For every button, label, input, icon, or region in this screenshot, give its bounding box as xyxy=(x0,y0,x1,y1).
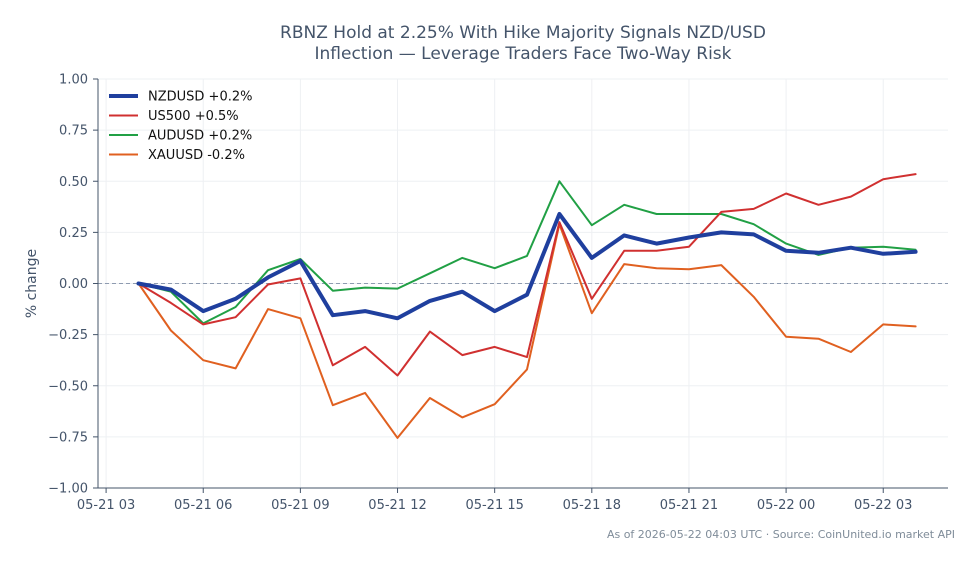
legend-label: US500 +0.5% xyxy=(148,109,239,124)
x-tick-label: 05-21 12 xyxy=(368,498,426,513)
y-tick-label: 0.00 xyxy=(59,277,88,292)
y-axis-ticks: 1.00 0.75 0.50 0.25 0.00 −0.25 −0.50 −0.75 −1.00 xyxy=(48,73,98,497)
y-tick-label: −0.75 xyxy=(48,430,88,445)
x-tick-label: 05-21 18 xyxy=(563,498,621,513)
legend-label: NZDUSD +0.2% xyxy=(148,90,252,105)
x-tick-label: 05-22 03 xyxy=(854,498,912,513)
x-axis-ticks: 05-21 03 05-21 06 05-21 09 05-21 12 05-21 15… xyxy=(77,488,912,513)
x-tick-label: 05-21 09 xyxy=(271,498,329,513)
source-footnote: As of 2026-05-22 04:03 UTC · Source: Coi… xyxy=(607,528,955,541)
y-tick-label: 0.25 xyxy=(59,226,88,241)
legend-label: AUDUSD +0.2% xyxy=(148,129,252,144)
x-tick-label: 05-22 00 xyxy=(757,498,815,513)
x-tick-label: 05-21 15 xyxy=(465,498,523,513)
chart-title-line: Inflection — Leverage Traders Face Two-W… xyxy=(315,44,732,64)
series-line-us500 xyxy=(137,173,917,377)
chart-legend: NZDUSD +0.2% US500 +0.5% AUDUSD +0.2% XAUUS… xyxy=(109,90,252,163)
y-tick-label: −0.50 xyxy=(48,379,88,394)
chart-title: RBNZ Hold at 2.25% With Hike Majority Si… xyxy=(280,23,766,64)
y-tick-label: 0.75 xyxy=(59,124,88,139)
y-axis-label: % change xyxy=(24,249,40,318)
series-line-nzdusd xyxy=(136,212,918,321)
series-line-xauusd xyxy=(137,223,917,439)
x-tick-label: 05-21 21 xyxy=(660,498,718,513)
y-tick-label: 1.00 xyxy=(59,73,88,88)
chart-title-line: RBNZ Hold at 2.25% With Hike Majority Si… xyxy=(280,23,766,43)
y-tick-label: −1.00 xyxy=(48,482,88,497)
x-tick-label: 05-21 03 xyxy=(77,498,135,513)
series-line-audusd xyxy=(137,180,917,325)
y-tick-label: −0.25 xyxy=(48,328,88,343)
x-tick-label: 05-21 06 xyxy=(174,498,232,513)
series-lines xyxy=(136,173,918,439)
legend-label: XAUUSD -0.2% xyxy=(148,148,245,163)
y-tick-label: 0.50 xyxy=(59,175,88,190)
